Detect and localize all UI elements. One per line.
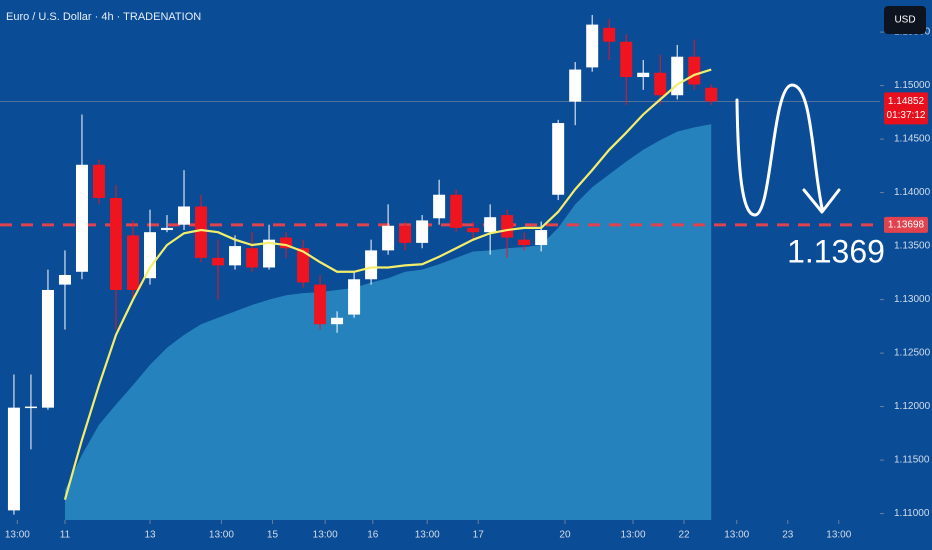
annotation: 1.1369 <box>787 233 885 269</box>
candle-body <box>637 72 650 78</box>
x-tick-label: 13:00 <box>620 530 645 541</box>
candle-body <box>314 284 327 325</box>
area <box>64 124 712 520</box>
candle-body <box>195 206 208 258</box>
candle-body <box>450 194 463 228</box>
candle-body <box>75 164 88 272</box>
candle-body <box>569 69 582 102</box>
candle-body <box>501 215 514 238</box>
x-tick-label: 23 <box>782 530 794 541</box>
y-tick-label: 1.13000 <box>894 294 931 305</box>
candle-body <box>109 197 122 290</box>
candle-body <box>280 237 293 249</box>
currency-label: USD <box>894 15 915 26</box>
y-tick-label: 1.11000 <box>894 508 930 519</box>
y-tick-label: 1.12000 <box>894 401 931 412</box>
chart-title: Euro / U.S. Dollar · 4h · TRADENATION <box>6 11 201 23</box>
y-tick-label: 1.11500 <box>894 455 930 466</box>
candle-body <box>297 248 310 283</box>
forecast-arrow <box>735 83 824 217</box>
x-tick-label: 13:00 <box>415 530 440 541</box>
candle-body <box>467 227 480 233</box>
x-tick-label: 13:00 <box>5 530 30 541</box>
candle-body <box>603 27 616 42</box>
candle-body <box>416 220 429 243</box>
x-tick-label: 11 <box>60 530 71 541</box>
x-tick-label: 16 <box>367 530 379 541</box>
ema-line <box>63 68 712 500</box>
candle-body <box>620 41 633 78</box>
x-tick-label: 15 <box>267 530 279 541</box>
x-tick-label: 22 <box>678 530 690 541</box>
candle-body <box>365 250 378 280</box>
arrow-head <box>802 188 841 214</box>
candle-body <box>92 164 105 198</box>
x-tick-label: 13:00 <box>209 530 234 541</box>
candle-body <box>484 217 497 233</box>
candle-body <box>671 56 684 96</box>
candle-body <box>126 235 139 290</box>
candle-body <box>229 246 242 266</box>
candle-body <box>382 225 395 251</box>
candle-body <box>399 225 412 243</box>
x-tick-label: 13:00 <box>313 530 338 541</box>
candle-body <box>518 239 531 246</box>
plot-area <box>0 14 880 520</box>
candle-body <box>552 123 565 195</box>
candle-body <box>705 87 718 102</box>
x-tick-label: 20 <box>559 530 571 541</box>
candle-body <box>263 239 276 268</box>
candle-body <box>144 232 157 279</box>
candle-body <box>654 72 667 96</box>
y-tick-label: 1.14000 <box>894 187 931 198</box>
x-tick-label: 13:00 <box>724 530 749 541</box>
candle-body <box>24 406 37 409</box>
candle-body <box>178 206 191 225</box>
x-tick-label: 13 <box>144 530 156 541</box>
candle-body <box>161 227 174 231</box>
x-tick-label: 17 <box>473 530 485 541</box>
last-price-box <box>884 92 928 125</box>
level-box <box>884 216 928 233</box>
candle-body <box>212 257 225 266</box>
last-price-label: 1.14852 <box>888 96 925 107</box>
currency-button[interactable] <box>884 6 926 34</box>
candle-body <box>58 274 71 285</box>
y-tick-label: 1.14500 <box>894 134 931 145</box>
y-tick-label: 1.15000 <box>894 80 931 91</box>
candle-body <box>246 248 259 268</box>
candle-body <box>586 24 599 68</box>
candle-body <box>433 194 446 219</box>
countdown-label: 01:37:12 <box>887 110 926 121</box>
y-tick-label: 1.12500 <box>894 348 931 359</box>
y-tick-label: 1.13500 <box>894 241 931 252</box>
candle-body <box>7 407 20 511</box>
level-label: 1.13698 <box>888 220 925 231</box>
x-tick-label: 13:00 <box>826 530 851 541</box>
candle-body <box>535 230 548 246</box>
candle-body <box>688 56 701 85</box>
candle-body <box>331 317 344 325</box>
candle-body <box>348 279 361 315</box>
candle-body <box>41 289 54 408</box>
